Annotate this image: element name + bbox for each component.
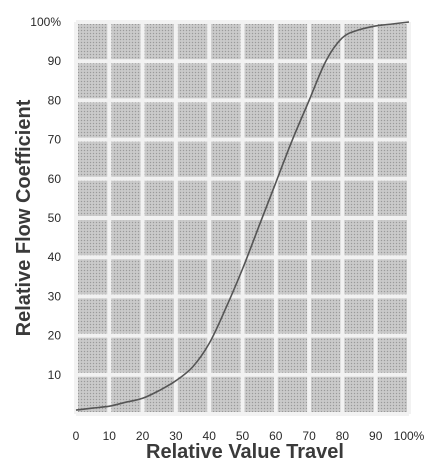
- x-axis-title: Relative Value Travel: [146, 441, 344, 463]
- y-tick-label: 70: [48, 133, 62, 147]
- y-tick-label: 50: [48, 211, 62, 225]
- series-layer: [75, 21, 410, 411]
- y-axis-title: Relative Flow Coefficient: [13, 99, 35, 336]
- y-tick-label: 80: [48, 93, 62, 107]
- y-tick-label: 90: [48, 54, 62, 68]
- x-tick-label: 50: [236, 429, 250, 443]
- y-tick-label: 100%: [30, 15, 61, 29]
- x-tick-label: 60: [269, 429, 283, 443]
- x-tick-label: 90: [369, 429, 383, 443]
- y-tick-label: 10: [48, 368, 62, 382]
- x-tick-label: 20: [136, 429, 150, 443]
- x-tick-label: 40: [203, 429, 217, 443]
- x-tick-label: 80: [336, 429, 350, 443]
- y-tick-labels: 10 20 30 40 50 60 70 80 90 100%: [30, 15, 61, 382]
- x-tick-label: 100%: [394, 429, 425, 443]
- y-tick-label: 40: [48, 250, 62, 264]
- series-line: [75, 21, 410, 411]
- y-tick-label: 30: [48, 289, 62, 303]
- y-tick-label: 20: [48, 329, 62, 343]
- x-tick-label: 70: [302, 429, 316, 443]
- x-tick-label: 30: [169, 429, 183, 443]
- grid-lines: [74, 20, 411, 416]
- x-tick-label: 0: [73, 429, 80, 443]
- y-tick-label: 60: [48, 172, 62, 186]
- x-tick-labels: 0 10 20 30 40 50 60 70 80 90 100%: [73, 429, 425, 443]
- x-tick-label: 10: [103, 429, 117, 443]
